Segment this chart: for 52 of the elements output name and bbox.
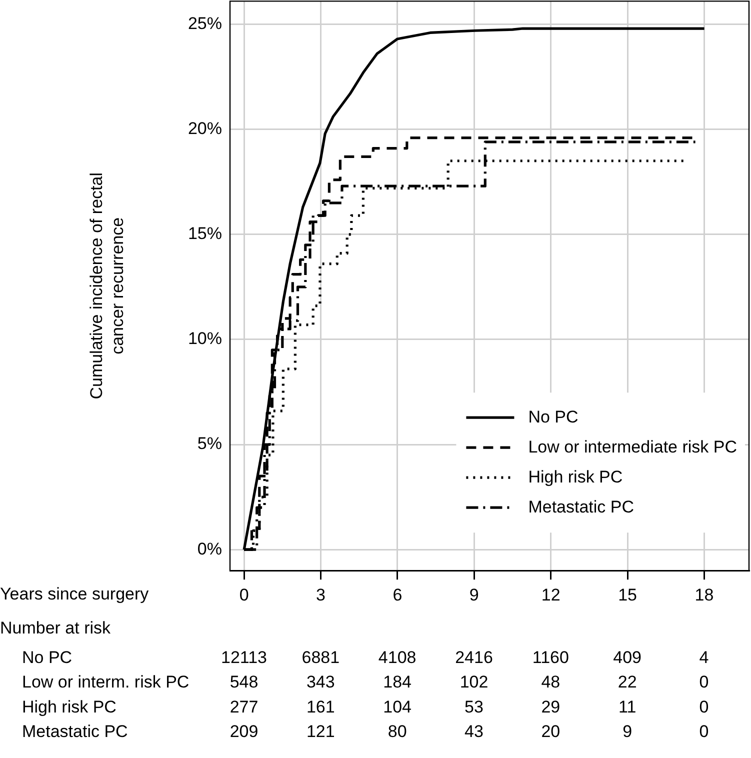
legend-label: Low or intermediate risk PC (528, 437, 738, 456)
data-label: 209 (230, 722, 258, 742)
x-tick-label: 9 (469, 585, 479, 604)
data-label: 4108 (378, 648, 416, 668)
legend-label: High risk PC (528, 467, 623, 486)
data-label: 409 (613, 648, 642, 668)
y-tick-label: Low or interm. risk PC (22, 672, 190, 692)
data-label: 121 (306, 722, 335, 742)
data-label: 11 (618, 697, 636, 716)
x-axis-title: Years since surgery (0, 584, 150, 604)
data-label: 184 (383, 672, 412, 692)
x-tick-label: 12 (541, 585, 560, 604)
data-label: 43 (464, 722, 484, 742)
legend-label: No PC (528, 407, 578, 426)
data-label: 29 (541, 697, 560, 716)
data-label: 104 (383, 697, 412, 716)
x-tick-label: 3 (316, 585, 326, 604)
data-label: 9 (622, 722, 632, 742)
data-label: 0 (699, 722, 709, 742)
data-label: 80 (388, 722, 407, 742)
y-tick-label: 20% (188, 119, 222, 138)
y-tick-label: 5% (197, 434, 222, 454)
data-label: 343 (306, 672, 335, 692)
data-label: 48 (541, 672, 560, 692)
data-label: 6881 (302, 648, 340, 668)
data-label: 0 (699, 697, 709, 716)
data-label: 4 (699, 648, 709, 668)
y-tick-label: Metastatic PC (22, 722, 128, 742)
text: Number at risk (0, 618, 112, 638)
y-tick-label: 25% (188, 14, 222, 33)
data-label: 53 (464, 697, 484, 716)
y-tick-label: 10% (188, 329, 222, 348)
data-label: 277 (230, 697, 258, 716)
x-tick-label: 6 (392, 585, 402, 604)
y-tick-label: 0% (197, 539, 222, 558)
data-label: 20 (541, 722, 560, 742)
data-label: 2416 (455, 648, 493, 668)
x-tick-label: 0 (239, 585, 249, 604)
data-label: 548 (230, 672, 258, 692)
legend-label: Metastatic PC (528, 497, 634, 516)
y-tick-label: 15% (188, 224, 222, 244)
y-axis-title: Cumulative incidence of rectal cancer recurrence (87, 172, 128, 400)
x-tick-label: 15 (618, 585, 638, 604)
data-label: 161 (306, 697, 335, 716)
y-tick-label: High risk PC (22, 697, 116, 716)
data-label: 22 (618, 672, 637, 692)
y-tick-label: No PC (22, 648, 72, 668)
x-tick-label: 18 (694, 585, 714, 604)
data-label: 102 (460, 672, 488, 692)
data-label: 12113 (220, 648, 268, 668)
data-label: 1160 (532, 648, 569, 668)
data-label: 0 (699, 672, 709, 692)
